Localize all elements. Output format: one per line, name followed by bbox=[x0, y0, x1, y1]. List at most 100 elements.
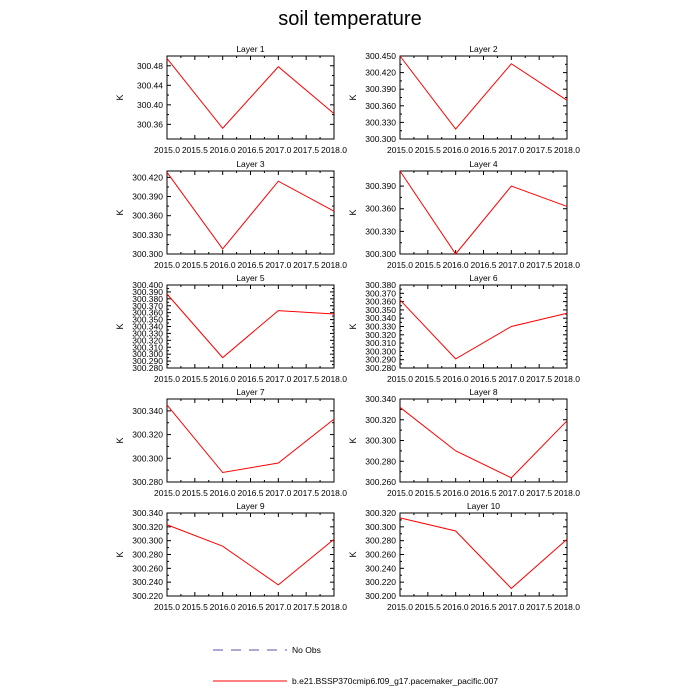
y-tick-label: 300.390 bbox=[132, 287, 163, 297]
y-tick-label: 300.280 bbox=[132, 477, 163, 487]
x-tick-label: 2016.0 bbox=[443, 602, 469, 612]
x-tick-label: 2015.0 bbox=[387, 602, 413, 612]
y-axis-label: K bbox=[348, 209, 358, 215]
x-tick-label: 2017.0 bbox=[498, 488, 524, 498]
y-tick-label: 300.360 bbox=[365, 101, 396, 111]
x-tick-label: 2016.5 bbox=[238, 145, 264, 155]
y-tick-label: 300.300 bbox=[132, 349, 163, 359]
x-tick-label: 2017.5 bbox=[293, 488, 319, 498]
panel-title: Layer 9 bbox=[236, 501, 265, 511]
x-tick-label: 2016.0 bbox=[210, 374, 236, 384]
y-tick-label: 300.260 bbox=[365, 477, 396, 487]
x-tick-label: 2018.0 bbox=[554, 374, 580, 384]
x-tick-label: 2017.5 bbox=[526, 145, 552, 155]
x-tick-label: 2015.5 bbox=[415, 260, 441, 270]
y-tick-label: 300.330 bbox=[132, 230, 163, 240]
x-tick-label: 2015.0 bbox=[387, 488, 413, 498]
plot-frame bbox=[399, 55, 568, 140]
x-tick-label: 2017.5 bbox=[526, 374, 552, 384]
x-tick-label: 2017.5 bbox=[293, 374, 319, 384]
y-axis-label: K bbox=[348, 94, 358, 100]
y-tick-label: 300.330 bbox=[365, 322, 396, 332]
x-tick-label: 2015.0 bbox=[154, 374, 180, 384]
y-tick-label: 300.240 bbox=[132, 577, 163, 587]
x-tick-label: 2015.5 bbox=[182, 260, 208, 270]
panel-title: Layer 8 bbox=[469, 387, 498, 397]
x-tick-label: 2017.5 bbox=[526, 602, 552, 612]
x-tick-label: 2016.0 bbox=[443, 260, 469, 270]
y-tick-label: 300.320 bbox=[365, 508, 396, 518]
y-tick-label: 300.220 bbox=[365, 577, 396, 587]
x-tick-label: 2017.5 bbox=[293, 145, 319, 155]
series-line bbox=[399, 170, 568, 255]
x-tick-label: 2016.5 bbox=[238, 374, 264, 384]
x-tick-label: 2016.5 bbox=[238, 260, 264, 270]
series-line bbox=[166, 293, 335, 359]
x-tick-label: 2017.5 bbox=[526, 488, 552, 498]
x-tick-label: 2015.5 bbox=[182, 602, 208, 612]
x-tick-label: 2018.0 bbox=[321, 602, 347, 612]
y-tick-label: 300.340 bbox=[132, 508, 163, 518]
y-tick-label: 300.40 bbox=[137, 100, 163, 110]
y-tick-label: 300.280 bbox=[132, 363, 163, 373]
x-tick-label: 2015.0 bbox=[387, 260, 413, 270]
x-tick-label: 2018.0 bbox=[321, 260, 347, 270]
x-tick-label: 2015.0 bbox=[154, 602, 180, 612]
y-tick-label: 300.420 bbox=[132, 172, 163, 182]
x-tick-label: 2016.0 bbox=[443, 145, 469, 155]
y-tick-label: 300.300 bbox=[365, 436, 396, 446]
panel-title: Layer 5 bbox=[236, 273, 265, 283]
y-tick-label: 300.450 bbox=[365, 51, 396, 61]
y-tick-label: 300.44 bbox=[137, 80, 163, 90]
plot-frame bbox=[166, 170, 335, 255]
x-tick-label: 2016.0 bbox=[443, 374, 469, 384]
x-tick-label: 2018.0 bbox=[321, 374, 347, 384]
x-tick-label: 2017.0 bbox=[265, 602, 291, 612]
panel-title: Layer 6 bbox=[469, 273, 498, 283]
x-tick-label: 2017.5 bbox=[293, 260, 319, 270]
y-tick-label: 300.290 bbox=[132, 356, 163, 366]
y-tick-label: 300.330 bbox=[365, 226, 396, 236]
y-tick-label: 300.340 bbox=[365, 313, 396, 323]
y-tick-label: 300.380 bbox=[132, 294, 163, 304]
y-tick-label: 300.390 bbox=[365, 84, 396, 94]
legend-label-model: b.e21.BSSP370cmip6.f09_g17.pacemaker_pac… bbox=[292, 676, 498, 686]
x-tick-label: 2017.5 bbox=[526, 260, 552, 270]
y-tick-label: 300.360 bbox=[365, 297, 396, 307]
legend-label-no-obs: No Obs bbox=[292, 645, 321, 655]
panel-title: Layer 4 bbox=[469, 159, 498, 169]
legend: No Obs b.e21.BSSP370cmip6.f09_g17.pacemak… bbox=[213, 645, 498, 686]
y-tick-label: 300.300 bbox=[132, 249, 163, 259]
y-axis-label: K bbox=[115, 551, 125, 557]
y-axis-label: K bbox=[115, 209, 125, 215]
x-tick-label: 2016.5 bbox=[238, 488, 264, 498]
y-tick-label: 300.320 bbox=[132, 430, 163, 440]
y-tick-label: 300.48 bbox=[137, 61, 163, 71]
panel-title: Layer 10 bbox=[467, 501, 500, 511]
y-tick-label: 300.350 bbox=[132, 315, 163, 325]
series-line bbox=[166, 171, 335, 250]
plot-frame bbox=[166, 512, 335, 597]
x-tick-label: 2015.5 bbox=[415, 374, 441, 384]
x-tick-label: 2017.5 bbox=[293, 602, 319, 612]
x-tick-label: 2015.0 bbox=[154, 145, 180, 155]
plot-frame bbox=[166, 284, 335, 369]
y-tick-label: 300.300 bbox=[365, 346, 396, 356]
plot-frame bbox=[399, 512, 568, 597]
y-tick-label: 300.260 bbox=[365, 550, 396, 560]
series-line bbox=[399, 406, 568, 479]
y-tick-label: 300.320 bbox=[365, 415, 396, 425]
x-tick-label: 2016.5 bbox=[471, 260, 497, 270]
y-tick-label: 300.300 bbox=[132, 536, 163, 546]
x-tick-label: 2016.0 bbox=[210, 260, 236, 270]
y-tick-label: 300.240 bbox=[365, 563, 396, 573]
x-tick-label: 2018.0 bbox=[321, 145, 347, 155]
